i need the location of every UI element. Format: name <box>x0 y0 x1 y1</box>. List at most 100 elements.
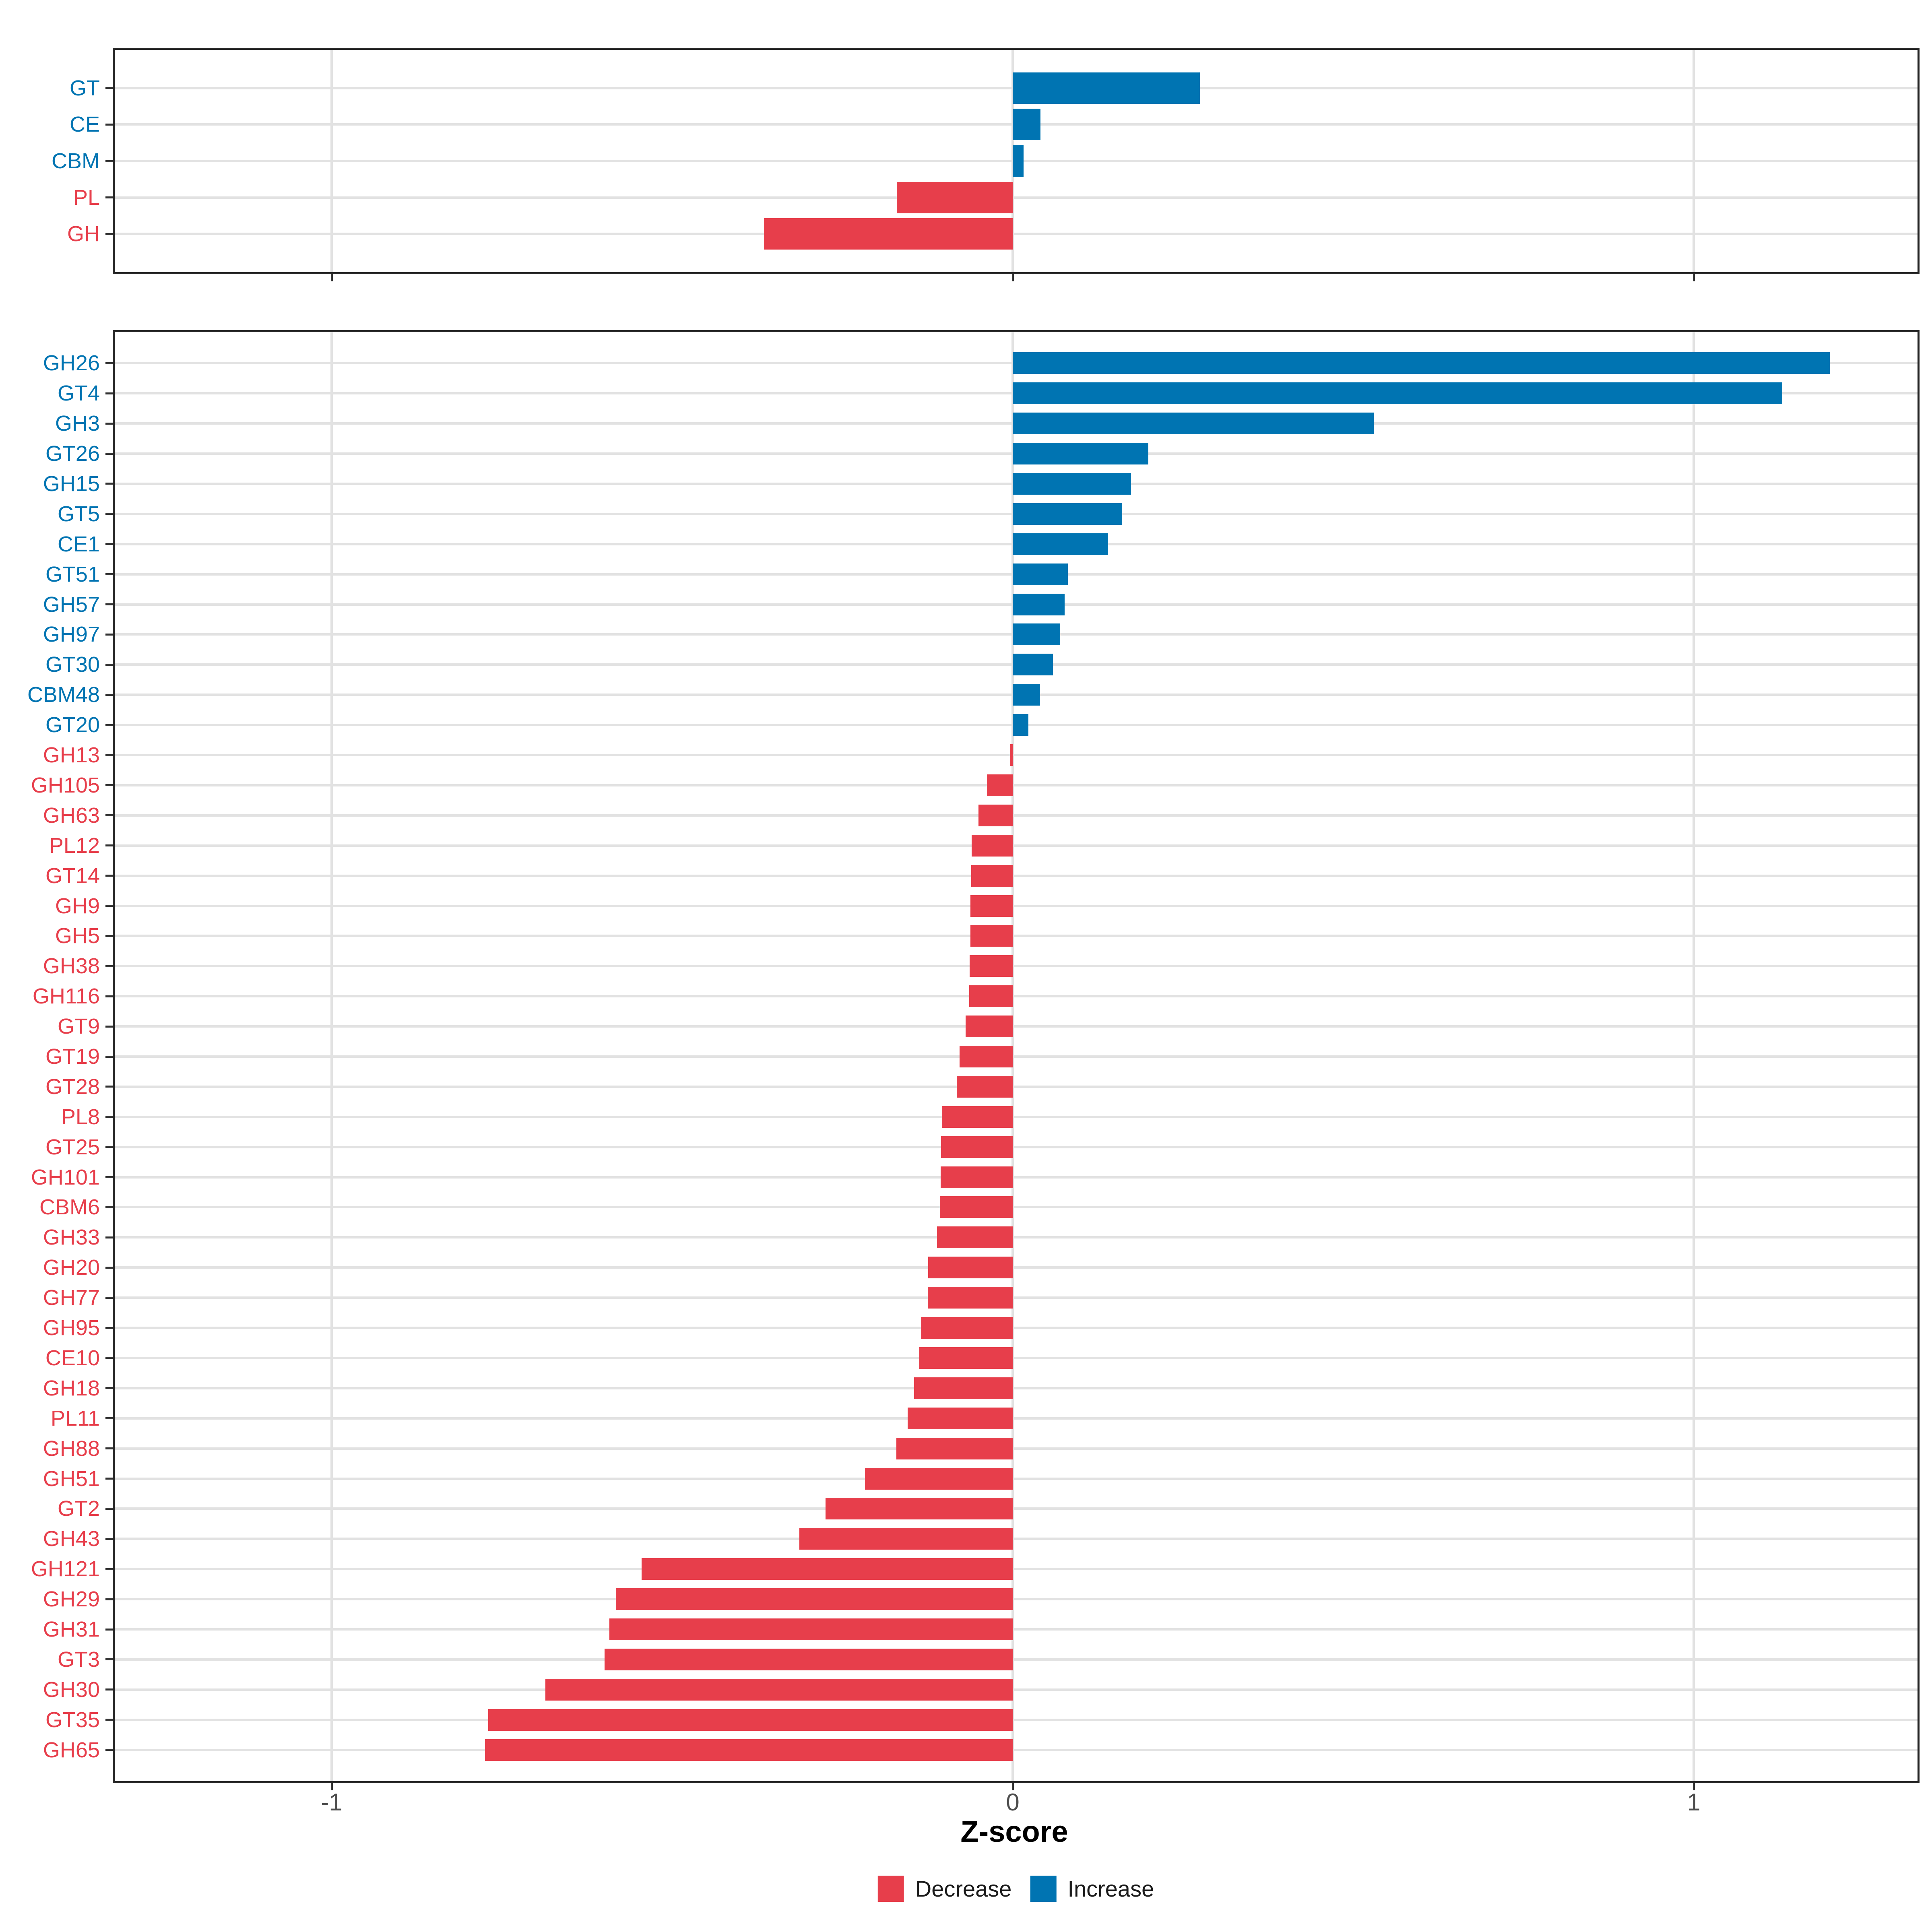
y-label-GH5: GH5 <box>55 924 100 948</box>
y-tick-PL <box>105 196 113 199</box>
bar-GH30 <box>545 1678 1013 1701</box>
y-tick-GH88 <box>105 1447 113 1450</box>
y-label-PL8: PL8 <box>61 1104 100 1129</box>
gridline-horizontal <box>115 784 1918 786</box>
y-tick-GH77 <box>105 1296 113 1299</box>
gridline-horizontal <box>115 1718 1918 1721</box>
y-label-GT26: GT26 <box>45 442 100 466</box>
bar-GH101 <box>940 1166 1013 1188</box>
bar-GH77 <box>927 1287 1013 1309</box>
gridline-horizontal <box>115 754 1918 757</box>
bar-PL8 <box>942 1106 1013 1128</box>
y-label-GT14: GT14 <box>45 863 100 888</box>
y-tick-GH29 <box>105 1598 113 1600</box>
y-label-GT20: GT20 <box>45 713 100 737</box>
gridline-horizontal <box>115 1507 1918 1510</box>
y-tick-GH57 <box>105 603 113 606</box>
y-tick-GH51 <box>105 1478 113 1480</box>
y-tick-GH121 <box>105 1568 113 1570</box>
y-label-GH63: GH63 <box>43 803 100 828</box>
bar-CBM6 <box>939 1196 1013 1218</box>
bar-GT5 <box>1013 503 1123 525</box>
y-label-PL11: PL11 <box>50 1406 100 1430</box>
y-label-GH15: GH15 <box>43 471 100 496</box>
y-label-GH95: GH95 <box>43 1316 100 1340</box>
gridline-horizontal <box>115 1387 1918 1389</box>
bar-PL11 <box>908 1407 1013 1429</box>
bar-GT51 <box>1013 563 1068 585</box>
y-tick-PL8 <box>105 1116 113 1118</box>
y-tick-PL11 <box>105 1417 113 1420</box>
y-label-CE: CE <box>69 112 100 137</box>
bar-GH3 <box>1013 413 1374 435</box>
gridline-horizontal <box>115 995 1918 998</box>
y-tick-CE1 <box>105 543 113 545</box>
y-label-GT3: GT3 <box>57 1647 100 1672</box>
y-tick-CBM <box>105 160 113 162</box>
legend-key-decrease <box>877 1876 904 1902</box>
gridline-horizontal <box>115 1477 1918 1480</box>
gridline-horizontal <box>115 1296 1918 1299</box>
y-label-GT51: GT51 <box>45 562 100 586</box>
y-tick-GH13 <box>105 754 113 756</box>
bar-GT28 <box>957 1075 1013 1098</box>
bar-GH18 <box>914 1377 1013 1399</box>
y-tick-GT3 <box>105 1658 113 1661</box>
gridline-horizontal <box>115 1236 1918 1239</box>
y-tick-PL12 <box>105 844 113 847</box>
y-tick-GT30 <box>105 663 113 666</box>
y-tick-GT19 <box>105 1055 113 1058</box>
y-tick-GT5 <box>105 513 113 515</box>
bar-GH121 <box>641 1558 1013 1580</box>
x-tick-0 <box>1011 1783 1014 1790</box>
y-label-GH18: GH18 <box>43 1376 100 1400</box>
gridline-horizontal <box>115 844 1918 847</box>
y-tick-GH116 <box>105 995 113 997</box>
bar-GH65 <box>485 1739 1013 1761</box>
y-tick-GH95 <box>105 1327 113 1329</box>
y-tick-GT <box>105 87 113 89</box>
y-label-GH88: GH88 <box>43 1436 100 1461</box>
y-tick-GT4 <box>105 392 113 394</box>
y-label-GH3: GH3 <box>55 411 100 436</box>
bar-GH57 <box>1013 593 1065 615</box>
y-tick-GH101 <box>105 1176 113 1179</box>
y-label-GH9: GH9 <box>55 894 100 918</box>
gridline-horizontal <box>115 1356 1918 1359</box>
gridline-horizontal <box>115 1176 1918 1179</box>
y-label-GT: GT <box>70 76 100 100</box>
gridline-horizontal <box>115 935 1918 937</box>
gridline-vertical <box>330 50 333 272</box>
y-label-GH: GH <box>67 222 100 246</box>
y-label-GH77: GH77 <box>43 1286 100 1310</box>
bar-GH <box>764 218 1013 250</box>
bar-GH13 <box>1010 744 1013 766</box>
gridline-horizontal <box>115 1748 1918 1751</box>
gridline-horizontal <box>115 1085 1918 1088</box>
y-tick-GH20 <box>105 1266 113 1269</box>
legend: Decrease Increase <box>877 1876 1154 1902</box>
x-tick-1 <box>1693 274 1695 281</box>
gridline-vertical <box>1693 332 1695 1781</box>
y-label-GT30: GT30 <box>45 652 100 677</box>
y-tick-GH65 <box>105 1749 113 1751</box>
y-label-GH105: GH105 <box>31 773 100 797</box>
bar-GH97 <box>1013 623 1061 646</box>
y-tick-GH30 <box>105 1688 113 1691</box>
y-label-GT2: GT2 <box>57 1496 100 1521</box>
bar-GH43 <box>799 1528 1013 1550</box>
y-label-GT9: GT9 <box>57 1014 100 1039</box>
y-tick-CBM48 <box>105 694 113 696</box>
gridline-horizontal <box>115 814 1918 817</box>
y-tick-GH97 <box>105 633 113 636</box>
y-label-GH30: GH30 <box>43 1677 100 1702</box>
bar-GH38 <box>970 955 1013 977</box>
y-label-GT4: GT4 <box>57 381 100 406</box>
bar-GH20 <box>928 1257 1013 1279</box>
y-tick-GH33 <box>105 1236 113 1238</box>
y-tick-CE <box>105 123 113 126</box>
y-tick-GH3 <box>105 422 113 425</box>
gridline-horizontal <box>115 1417 1918 1420</box>
y-tick-CE10 <box>105 1357 113 1359</box>
